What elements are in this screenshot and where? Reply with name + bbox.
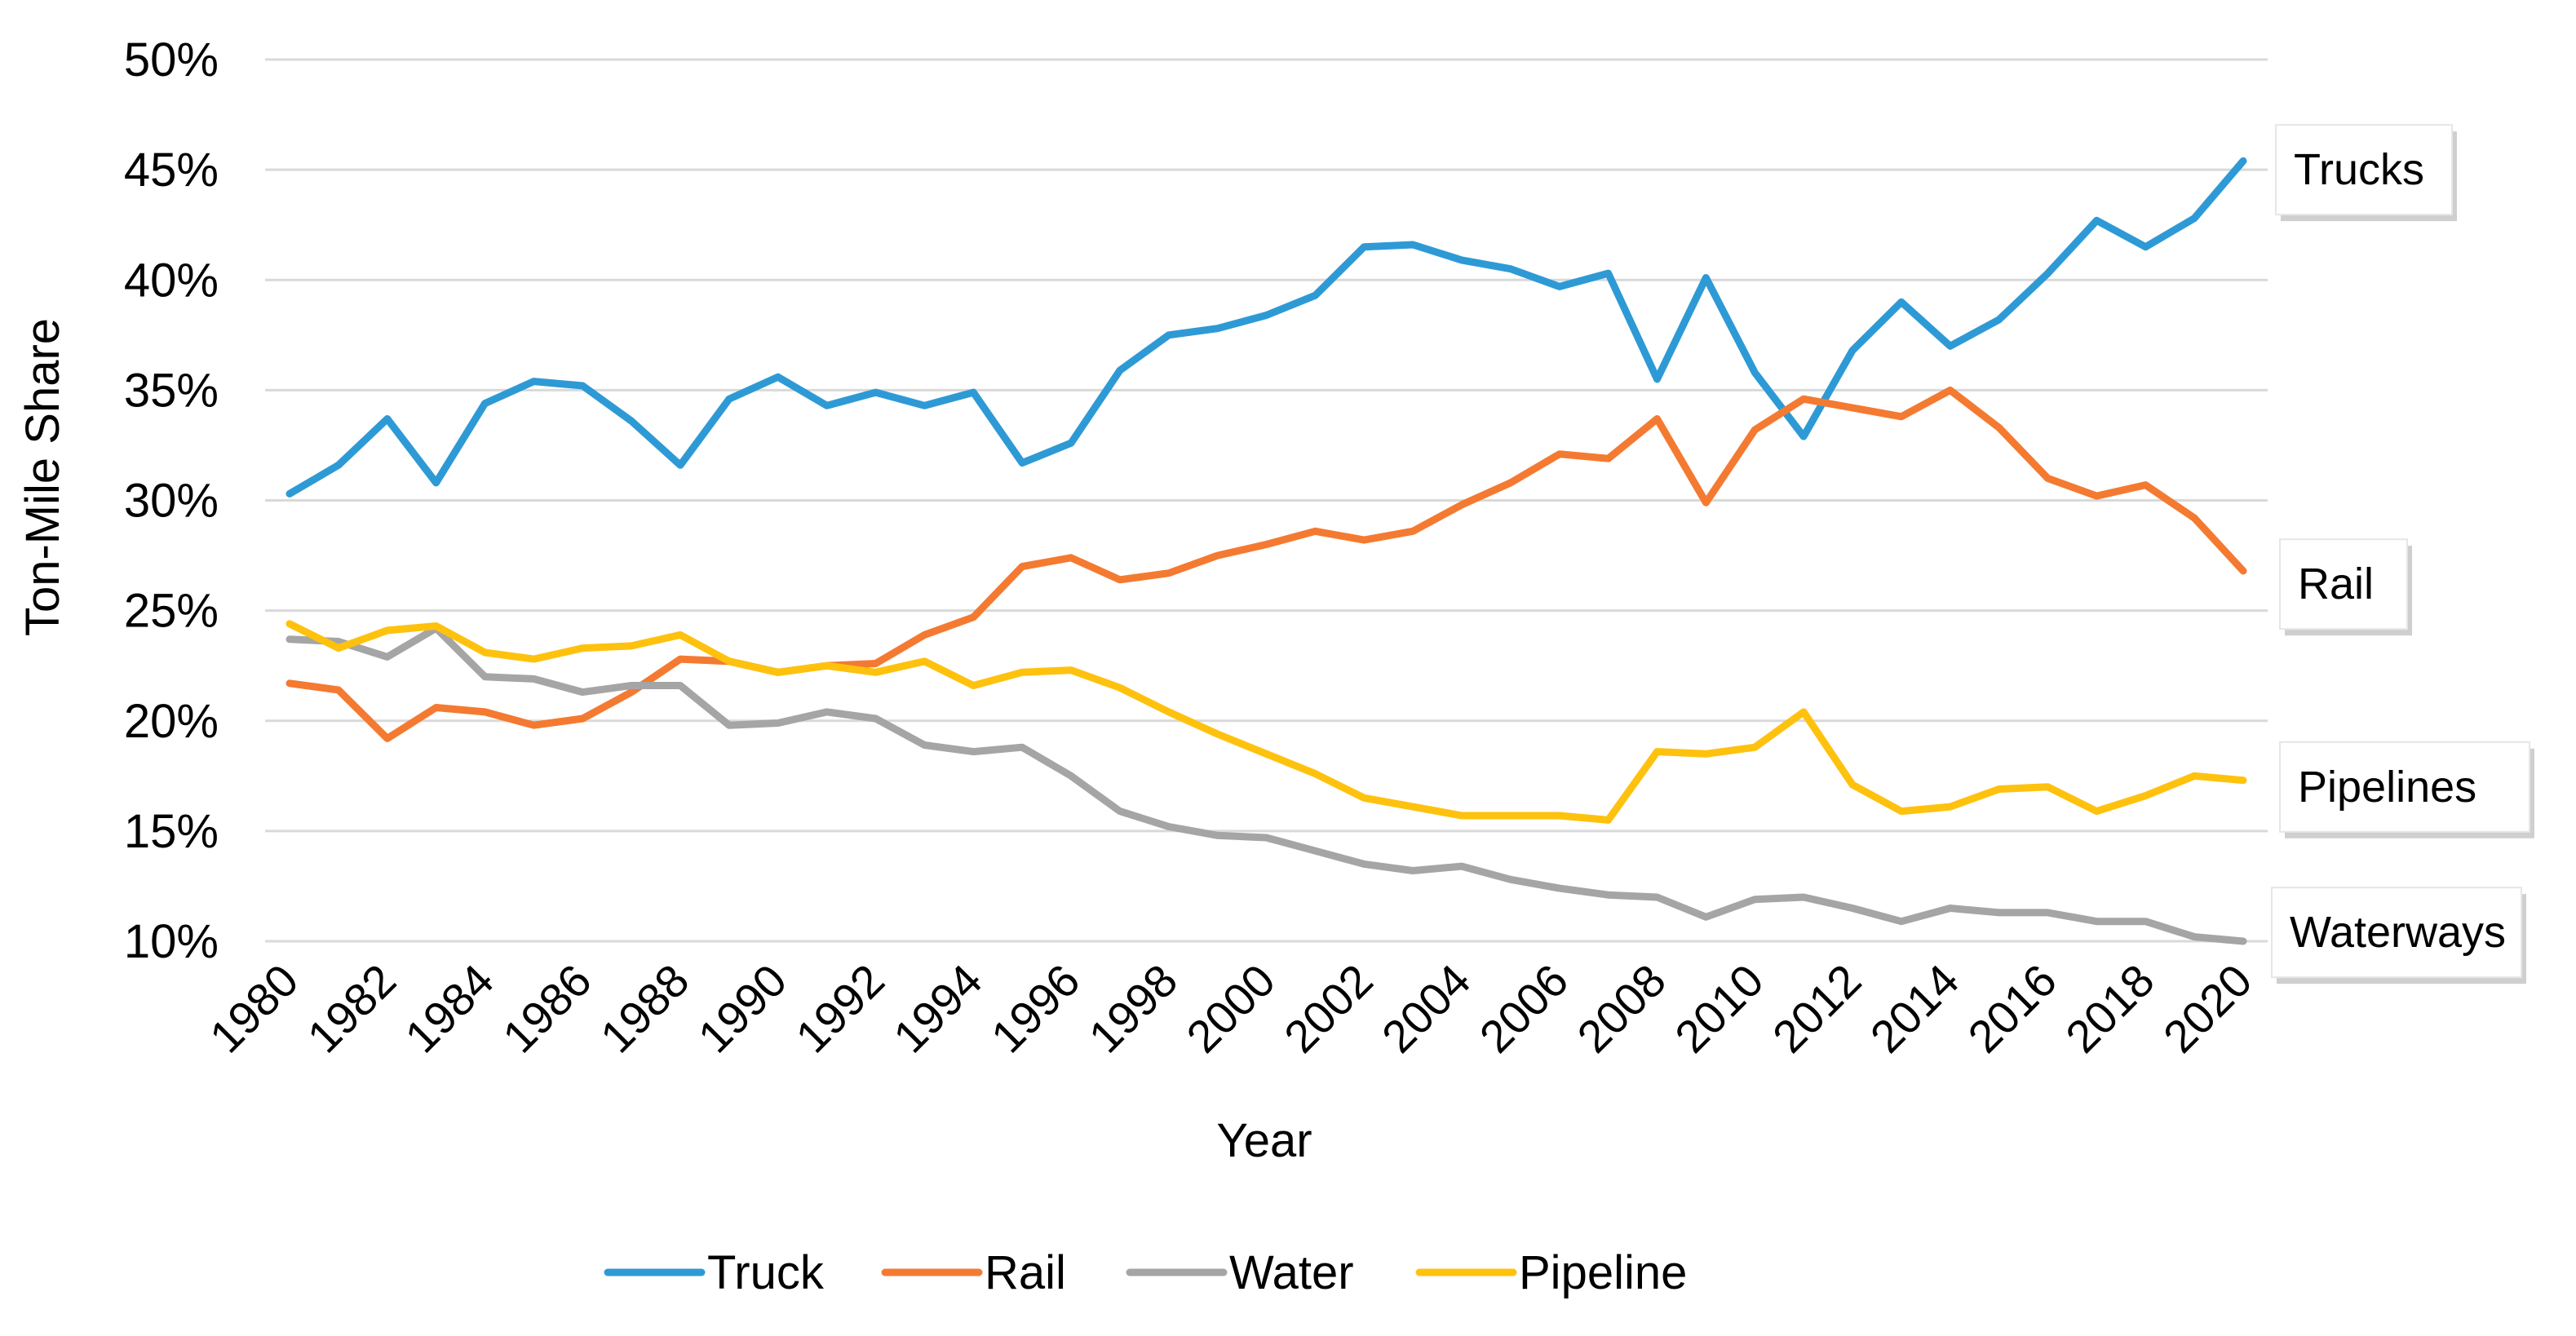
x-tick-label-1992: 1992 bbox=[786, 954, 894, 1063]
y-tick-label-30: 30% bbox=[124, 475, 219, 528]
legend-item-truck: Truck bbox=[604, 1246, 825, 1299]
legend-label-water: Water bbox=[1229, 1246, 1354, 1299]
x-tick-label-2016: 2016 bbox=[1958, 954, 2066, 1063]
x-tick-label-1984: 1984 bbox=[395, 954, 503, 1063]
annotation-label: Rail bbox=[2298, 560, 2374, 608]
legend-item-rail: Rail bbox=[881, 1246, 1066, 1299]
y-tick-label-15: 15% bbox=[124, 805, 219, 858]
y-tick-label-50: 50% bbox=[124, 33, 219, 86]
y-axis-title: Ton-Mile Share bbox=[16, 318, 69, 636]
annotation-trucks: Trucks bbox=[2275, 124, 2457, 222]
series-line-pipeline bbox=[285, 620, 2247, 824]
x-tick-label-2006: 2006 bbox=[1470, 954, 1578, 1063]
legend-item-pipeline: Pipeline bbox=[1415, 1246, 1687, 1299]
x-tick-label-2018: 2018 bbox=[2056, 954, 2164, 1063]
legend-item-water: Water bbox=[1126, 1246, 1354, 1299]
legend: Truck Rail Water Pipeline bbox=[604, 1246, 1687, 1299]
annotation-waterways: Waterways bbox=[2271, 887, 2526, 984]
y-axis-ticks: 10% 15% 20% 25% 30% 35% 40% 45% 50% bbox=[124, 33, 219, 968]
x-tick-label-2002: 2002 bbox=[1274, 954, 1383, 1063]
series-line-rail bbox=[285, 386, 2247, 742]
annotation-box bbox=[2279, 538, 2408, 630]
x-axis-title: Year bbox=[1216, 1114, 1312, 1167]
annotation-box bbox=[2271, 887, 2522, 979]
x-tick-label-2000: 2000 bbox=[1176, 954, 1285, 1063]
x-tick-label-2012: 2012 bbox=[1763, 954, 1871, 1063]
y-tick-label-35: 35% bbox=[124, 364, 219, 417]
x-tick-label-1988: 1988 bbox=[591, 954, 699, 1063]
x-tick-label-1990: 1990 bbox=[688, 954, 797, 1063]
x-tick-label-1986: 1986 bbox=[493, 954, 601, 1063]
legend-label-rail: Rail bbox=[985, 1246, 1066, 1299]
x-tick-label-2004: 2004 bbox=[1372, 954, 1481, 1063]
annotation-rail: Rail bbox=[2279, 538, 2412, 636]
x-tick-label-1998: 1998 bbox=[1079, 954, 1188, 1063]
annotation-label: Pipelines bbox=[2298, 763, 2476, 812]
x-tick-label-2020: 2020 bbox=[2153, 954, 2262, 1063]
y-tick-label-40: 40% bbox=[124, 254, 219, 307]
x-tick-label-2008: 2008 bbox=[1567, 954, 1675, 1063]
legend-label-truck: Truck bbox=[707, 1246, 825, 1299]
annotation-label: Trucks bbox=[2294, 145, 2424, 194]
annotation-label: Waterways bbox=[2290, 908, 2506, 957]
x-tick-label-1980: 1980 bbox=[200, 954, 308, 1063]
x-tick-label-2010: 2010 bbox=[1665, 954, 1773, 1063]
annotation-box bbox=[2279, 741, 2530, 833]
x-axis-ticks: 1980198219841986198819901992199419961998… bbox=[200, 954, 2262, 1063]
gridlines bbox=[265, 58, 2268, 943]
legend-label-pipeline: Pipeline bbox=[1519, 1246, 1687, 1299]
x-tick-label-1996: 1996 bbox=[981, 954, 1090, 1063]
x-tick-label-1994: 1994 bbox=[883, 954, 992, 1063]
y-tick-label-10: 10% bbox=[124, 915, 219, 968]
x-tick-label-2014: 2014 bbox=[1861, 954, 1969, 1063]
series-line-truck bbox=[285, 157, 2247, 498]
annotation-box bbox=[2275, 124, 2453, 216]
y-tick-label-20: 20% bbox=[124, 695, 219, 748]
x-tick-label-1982: 1982 bbox=[298, 954, 406, 1063]
y-tick-label-45: 45% bbox=[124, 144, 219, 197]
y-tick-label-25: 25% bbox=[124, 585, 219, 638]
series-lines bbox=[285, 157, 2247, 945]
annotation-pipelines: Pipelines bbox=[2279, 741, 2534, 838]
annotations: Trucks Rail Pipelines Waterways bbox=[2271, 124, 2534, 984]
series-line-water bbox=[285, 624, 2247, 945]
